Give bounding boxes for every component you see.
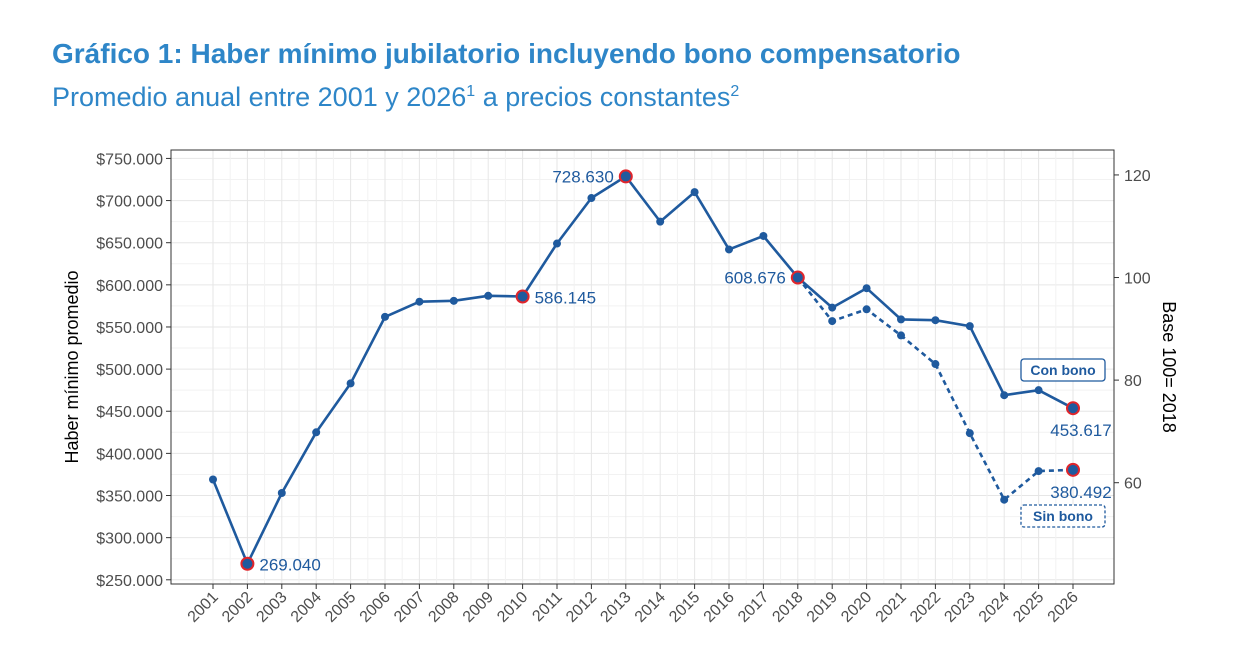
data-point (484, 291, 493, 300)
footnote-marker-2: 2 (730, 83, 740, 100)
y2-tick-label: 120 (1124, 168, 1151, 185)
data-point (381, 312, 389, 321)
x-tick-label: 2007 (391, 589, 428, 626)
data-point (415, 297, 424, 306)
y2-tick-label: 100 (1124, 271, 1151, 288)
data-point (965, 429, 974, 438)
x-tick-label: 2023 (941, 589, 978, 626)
x-tick-label: 2021 (873, 589, 910, 626)
subtitle-text: Promedio anual entre 2001 y 2026 (52, 82, 467, 112)
plot-border (170, 149, 1115, 585)
x-tick-label: 2018 (769, 589, 806, 626)
chart-subtitle: Promedio anual entre 2001 y 20261 a prec… (52, 82, 739, 113)
y-tick-label: $700.000 (96, 194, 163, 211)
data-label: 608.676 (724, 269, 785, 288)
data-point (1000, 495, 1009, 504)
legend-box-con-bono (1020, 358, 1106, 382)
y2-axis-title: Base 100= 2018 (1159, 301, 1179, 433)
x-tick-label: 2004 (288, 589, 325, 626)
y-tick-label: $300.000 (96, 531, 163, 548)
x-tick-label: 2010 (494, 589, 531, 626)
x-tick-label: 2001 (185, 589, 222, 626)
y-tick-label: $750.000 (96, 151, 163, 168)
series-line-sin-bono (796, 276, 1074, 502)
series-line-con-bono (211, 175, 1074, 566)
data-point (1034, 386, 1043, 395)
data-point (965, 322, 974, 331)
y-tick-label: $550.000 (96, 320, 163, 337)
y2-tick-label: 60 (1124, 476, 1142, 493)
data-point (587, 194, 596, 203)
data-point (897, 315, 905, 324)
highlighted-point (515, 289, 530, 304)
y-tick-label: $600.000 (96, 278, 163, 295)
y-axis-title: Haber mínimo promedio (62, 270, 82, 463)
x-tick-label: 2016 (701, 589, 738, 626)
x-tick-label: 2008 (425, 589, 462, 626)
x-tick-label: 2026 (1045, 589, 1082, 626)
x-tick-label: 2009 (460, 589, 497, 626)
data-point (759, 231, 768, 240)
x-tick-label: 2003 (253, 589, 290, 626)
data-point (1000, 391, 1009, 400)
data-point (897, 331, 905, 340)
data-point (862, 284, 871, 293)
highlighted-point (1066, 462, 1080, 477)
data-point (312, 428, 321, 437)
data-point (209, 475, 217, 484)
data-point (931, 316, 940, 325)
highlighted-point (1066, 401, 1080, 416)
highlighted-point (790, 270, 805, 285)
x-tick-label: 2013 (597, 589, 634, 626)
data-point (931, 360, 940, 369)
data-label: 728.630 (552, 167, 613, 186)
y2-tick-label: 80 (1124, 373, 1142, 390)
data-point (553, 239, 561, 248)
x-tick-label: 2025 (1010, 589, 1047, 626)
x-tick-label: 2017 (735, 589, 772, 626)
x-tick-label: 2022 (907, 589, 944, 626)
data-label: 380.492 (1050, 483, 1111, 502)
chart-title: Gráfico 1: Haber mínimo jubilatorio incl… (52, 38, 961, 69)
x-tick-label: 2024 (976, 589, 1013, 626)
x-tick-label: 2019 (804, 589, 841, 626)
y-tick-label: $250.000 (96, 573, 163, 590)
data-point (346, 379, 355, 388)
data-point (1034, 467, 1043, 476)
data-point (725, 245, 733, 254)
data-point (449, 296, 458, 305)
data-point (828, 317, 837, 326)
y-tick-label: $500.000 (96, 362, 163, 379)
y-tick-label: $650.000 (96, 236, 163, 253)
legend-box-sin-bono (1020, 504, 1106, 528)
y-tick-label: $350.000 (96, 489, 163, 506)
footnote-marker-1: 1 (466, 83, 476, 100)
data-label: 586.145 (535, 289, 596, 308)
data-point (690, 188, 699, 197)
x-tick-label: 2002 (219, 589, 256, 626)
data-label: 269.040 (259, 556, 320, 575)
x-tick-label: 2006 (357, 589, 394, 626)
data-point (277, 488, 286, 497)
data-point (656, 217, 665, 226)
x-tick-label: 2020 (838, 589, 875, 626)
x-tick-label: 2015 (666, 589, 703, 626)
y-tick-label: $450.000 (96, 404, 163, 421)
x-tick-label: 2012 (563, 589, 600, 626)
y-tick-label: $400.000 (96, 446, 163, 463)
highlighted-point (618, 169, 633, 184)
subtitle-text-end: a precios constantes (475, 82, 731, 112)
legend-label: Sin bono (1033, 508, 1093, 524)
data-point (862, 305, 871, 314)
data-label: 453.617 (1050, 421, 1111, 440)
highlighted-point (240, 556, 255, 571)
data-point (828, 303, 837, 312)
legend-label: Con bono (1030, 362, 1095, 378)
x-tick-label: 2005 (322, 589, 359, 626)
x-tick-label: 2014 (632, 589, 669, 626)
x-tick-label: 2011 (529, 589, 565, 625)
